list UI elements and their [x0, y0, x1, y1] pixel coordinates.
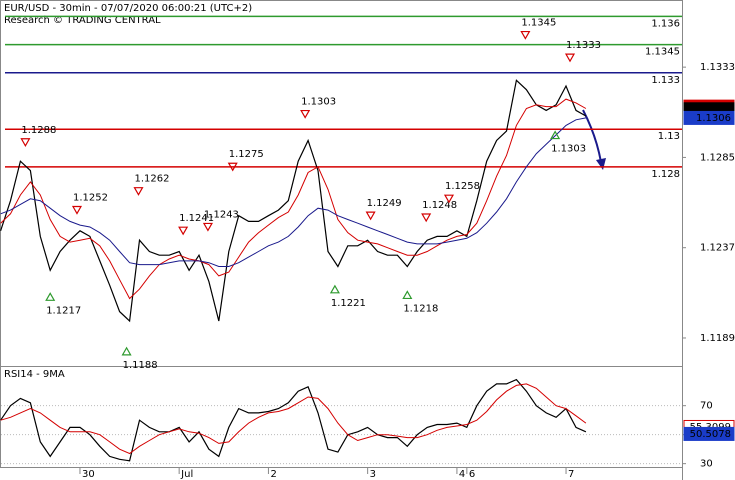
x-tick-label: 7: [568, 469, 574, 480]
low-marker: [45, 292, 56, 301]
rsi-title: RSI14 - 9MA: [4, 369, 65, 380]
high-marker: [564, 53, 576, 63]
annotation-label: 1.1217: [46, 305, 81, 316]
y-tick-label: 30: [700, 459, 713, 470]
value-tag: [683, 426, 735, 441]
y-tick-label: 1.1237: [700, 243, 735, 254]
annotation-label: 1.1243: [204, 209, 239, 220]
series-line: [0, 98, 587, 300]
y-tick-label: 1.1333: [700, 62, 735, 73]
x-tick-label: Jul: [180, 469, 193, 480]
level-label: 1.128: [651, 169, 680, 180]
annotation-label: 1.1258: [445, 181, 480, 192]
annotation-label: 1.1275: [229, 149, 264, 160]
rsi-panel: [0, 366, 683, 468]
annotation-label: 1.1241: [179, 213, 214, 224]
annotation-label: 1.1218: [403, 303, 438, 314]
x-tick-label: 2: [270, 469, 276, 480]
series-line: [0, 383, 587, 455]
chart-title: EUR/USD - 30min - 07/07/2020 06:00:21 (U…: [4, 3, 252, 14]
high-marker: [202, 222, 213, 232]
high-marker: [520, 30, 531, 40]
high-marker: [227, 162, 238, 172]
value-tag-label: 1.13106: [690, 104, 731, 115]
series-line: [0, 117, 586, 267]
price-panel: [0, 0, 683, 367]
annotation-label: 1.1221: [331, 298, 366, 309]
low-marker: [402, 290, 413, 300]
high-marker: [365, 211, 376, 221]
high-marker: [133, 187, 144, 196]
annotation-label: 1.1345: [521, 18, 556, 29]
value-tag: [683, 110, 735, 125]
x-tick-label: 30: [82, 469, 95, 480]
annotation-label: 1.1303: [301, 97, 336, 108]
level-label: 1.133: [651, 75, 680, 86]
high-marker: [300, 109, 311, 119]
annotation-label: 1.1252: [73, 192, 108, 203]
forecast-arrow: [582, 109, 602, 163]
annotation-label: 1.1333: [566, 40, 601, 51]
x-tick-label: 3: [370, 469, 376, 480]
chart-subtitle: Research © TRADING CENTRAL: [4, 15, 161, 26]
high-marker: [71, 205, 83, 215]
value-tag-label: 50.5078: [690, 429, 731, 440]
x-tick-label: 4: [459, 469, 465, 480]
annotation-label: 1.1262: [134, 174, 169, 185]
low-marker: [329, 284, 340, 294]
high-marker: [20, 138, 31, 147]
annotation-label: 1.1303: [551, 144, 586, 155]
series-line: [0, 378, 587, 462]
value-tag-label: 1.1306: [696, 113, 731, 124]
high-marker: [178, 226, 189, 236]
level-label: 1.136: [651, 18, 680, 29]
y-tick-label: 70: [700, 401, 713, 412]
annotation-label: 1.1248: [422, 200, 457, 211]
low-marker: [550, 130, 561, 140]
annotation-label: 1.1249: [367, 198, 402, 209]
annotation-label: 1.1288: [21, 125, 56, 136]
high-marker: [421, 213, 432, 223]
annotation-label: 1.1188: [123, 360, 158, 371]
y-tick-label: 1.1285: [700, 152, 735, 163]
high-marker: [443, 194, 455, 204]
x-tick-label: 6: [469, 469, 475, 480]
series-line: [0, 79, 587, 323]
y-tick-label: 1.1189: [700, 333, 735, 344]
level-label: 1.13: [658, 131, 680, 142]
low-marker: [121, 346, 132, 356]
level-label: 1.1345: [645, 47, 680, 58]
